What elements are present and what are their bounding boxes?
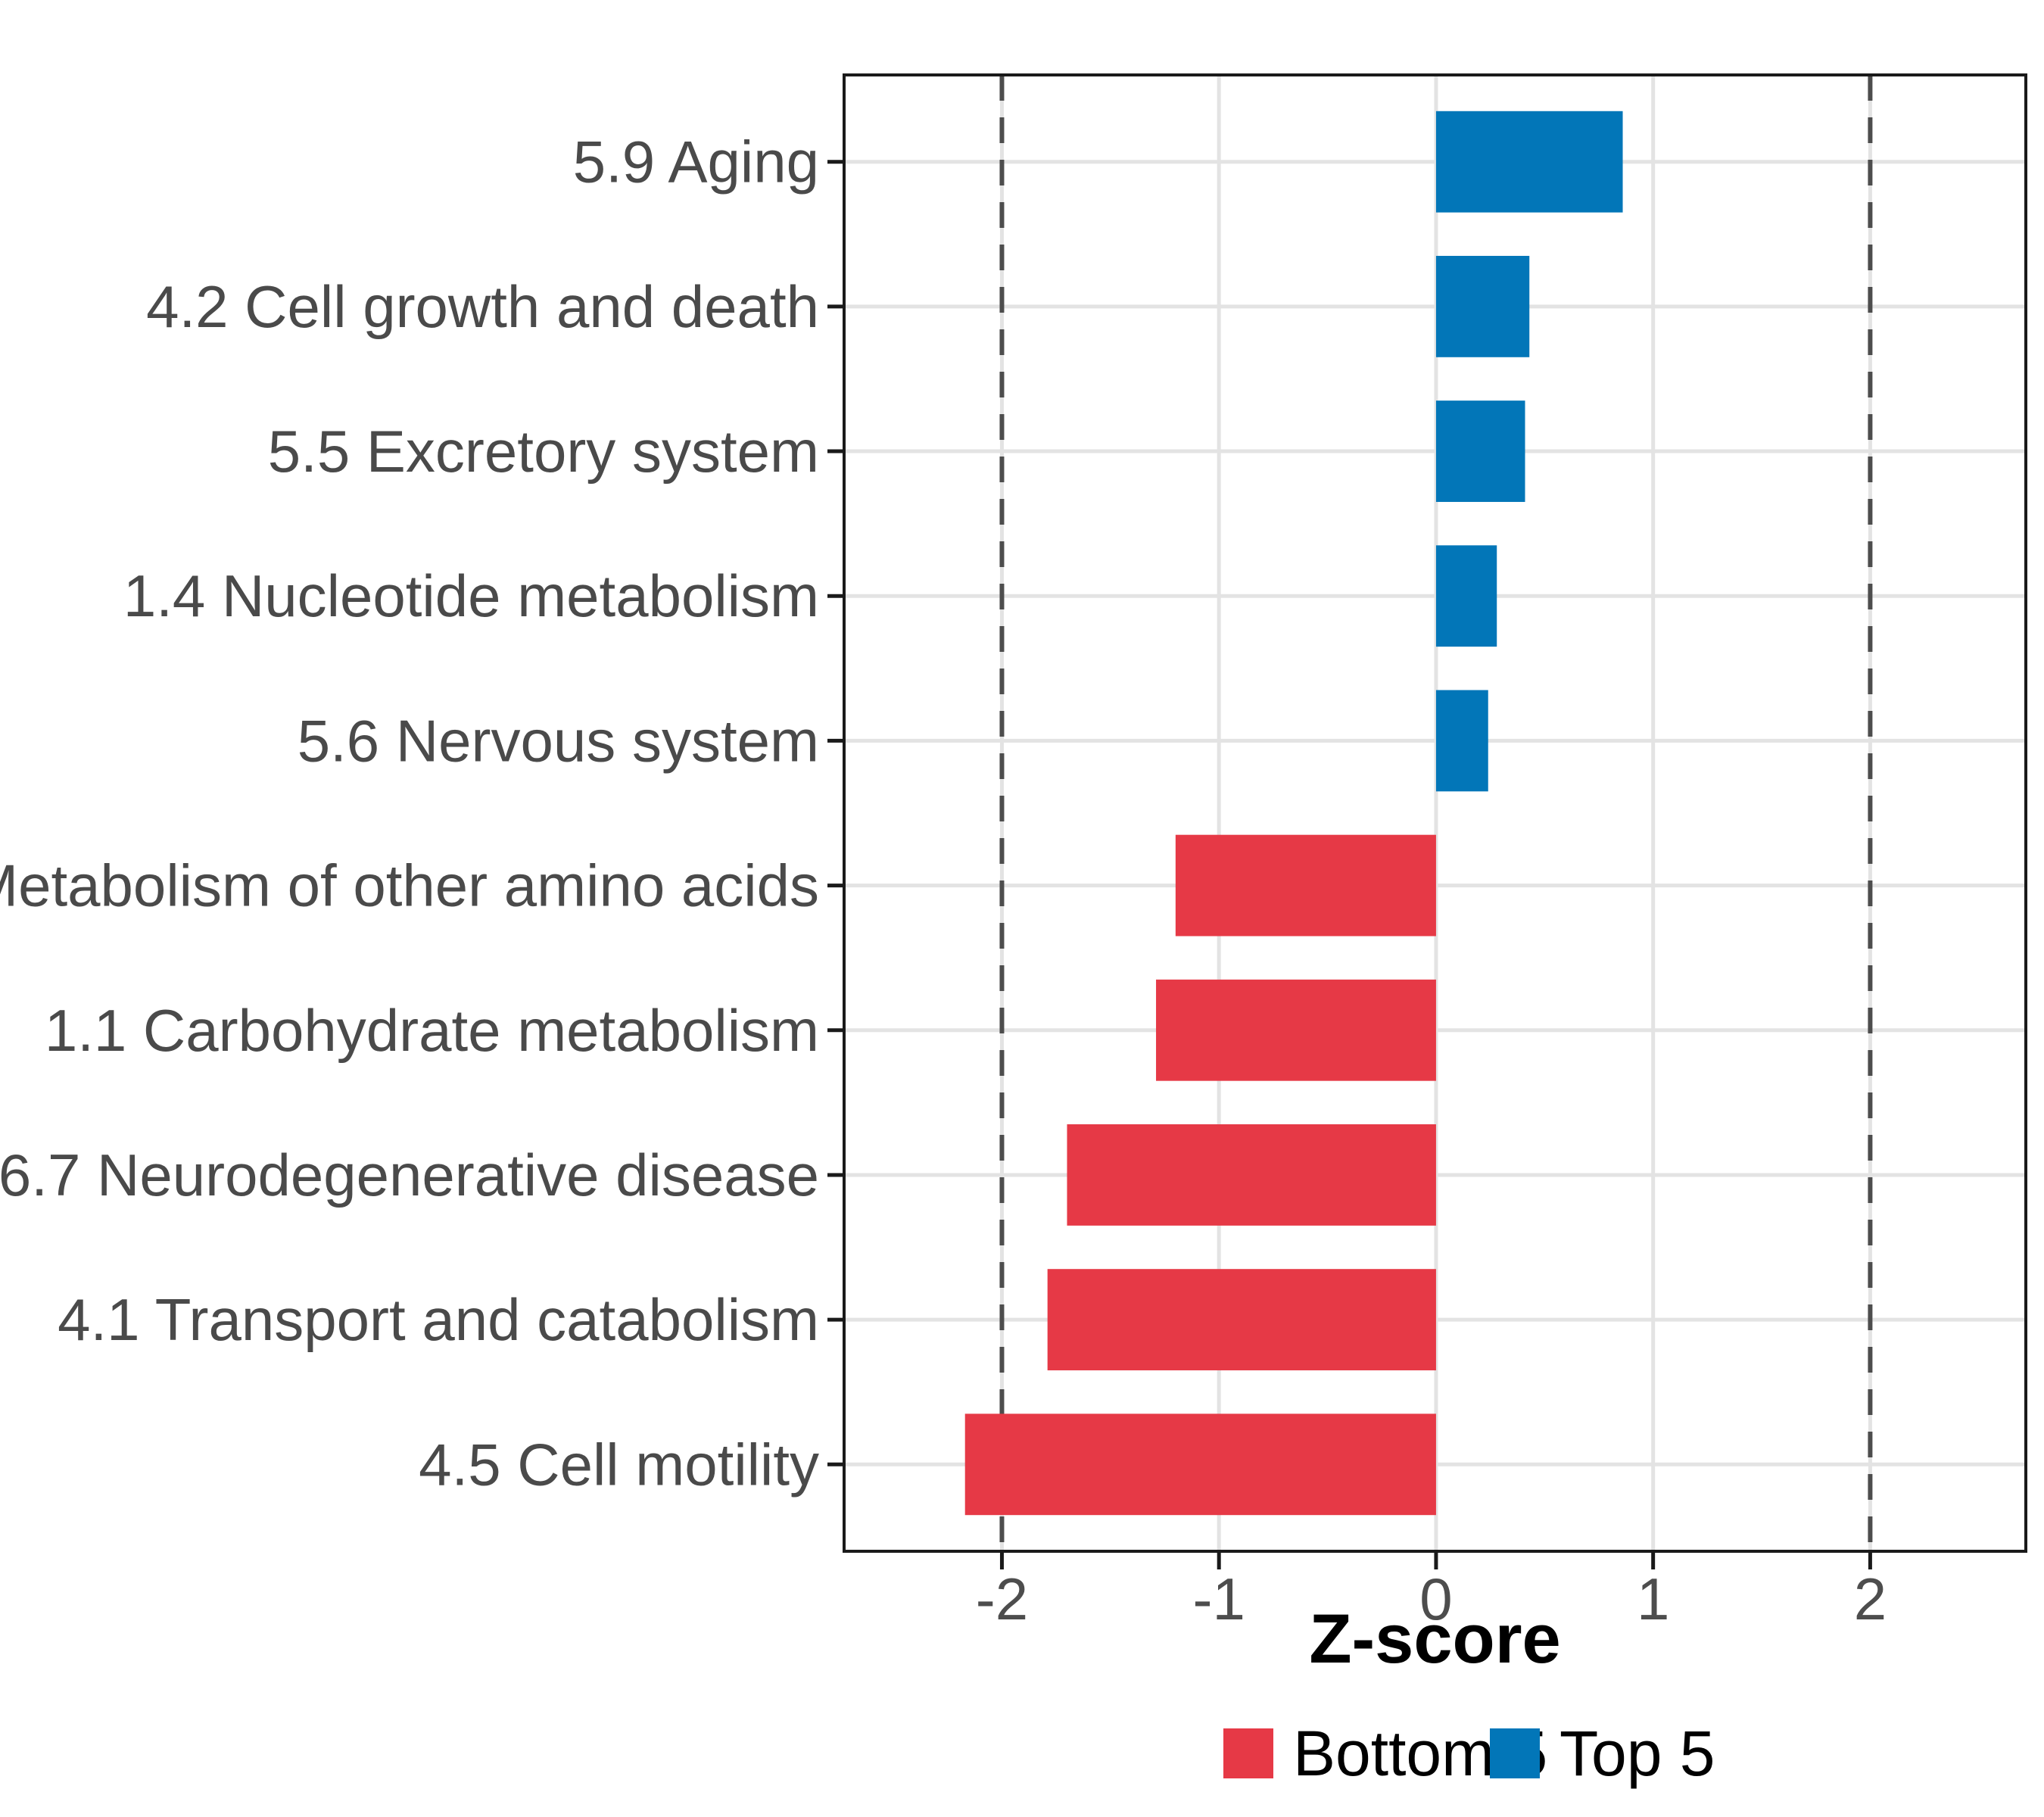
bar bbox=[1435, 690, 1488, 792]
legend-label-top5: Top 5 bbox=[1559, 1718, 1715, 1789]
x-tick-label: 0 bbox=[1419, 1566, 1452, 1632]
legend: Bottom 5 Top 5 bbox=[1223, 1718, 1715, 1789]
bar bbox=[1067, 1124, 1436, 1226]
x-tick-label: 1 bbox=[1637, 1566, 1669, 1632]
category-label: 4.1 Transport and catabolism bbox=[58, 1286, 819, 1353]
category-label: 1.6 Metabolism of other amino acids bbox=[0, 852, 819, 919]
category-label: 1.1 Carbohydrate metabolism bbox=[45, 997, 819, 1064]
category-label: 5.9 Aging bbox=[573, 129, 819, 195]
reference-lines bbox=[999, 75, 1873, 1551]
category-label: 5.5 Excretory system bbox=[268, 418, 819, 485]
bar bbox=[1175, 834, 1436, 937]
y-axis-ticks bbox=[827, 160, 844, 1466]
bar bbox=[1435, 400, 1525, 502]
legend-swatch-bottom5 bbox=[1223, 1728, 1273, 1778]
category-label: 6.7 Neurodegenerative disease bbox=[0, 1142, 819, 1208]
bar bbox=[964, 1413, 1436, 1516]
x-tick-label: -1 bbox=[1193, 1566, 1245, 1632]
x-axis-tick-labels: -2 -1 0 1 2 bbox=[976, 1566, 1887, 1632]
category-labels: 5.9 Aging 4.2 Cell growth and death 5.5 Ex… bbox=[0, 129, 819, 1498]
category-label: 5.6 Nervous system bbox=[298, 707, 819, 774]
x-axis-ticks bbox=[999, 1551, 1872, 1569]
x-axis-title: Z-score bbox=[1309, 1600, 1560, 1678]
bar bbox=[1047, 1269, 1436, 1371]
x-tick-label: 2 bbox=[1854, 1566, 1887, 1632]
category-label: 4.5 Cell motility bbox=[419, 1431, 819, 1498]
x-tick-label: -2 bbox=[976, 1566, 1028, 1632]
category-label: 1.4 Nucleotide metabolism bbox=[123, 563, 819, 629]
legend-swatch-top5 bbox=[1490, 1728, 1540, 1778]
bar bbox=[1435, 255, 1530, 357]
bar bbox=[1156, 979, 1436, 1081]
bar bbox=[1435, 111, 1623, 213]
category-label: 4.2 Cell growth and death bbox=[146, 273, 819, 340]
bar bbox=[1435, 545, 1497, 647]
bars bbox=[964, 111, 1623, 1516]
